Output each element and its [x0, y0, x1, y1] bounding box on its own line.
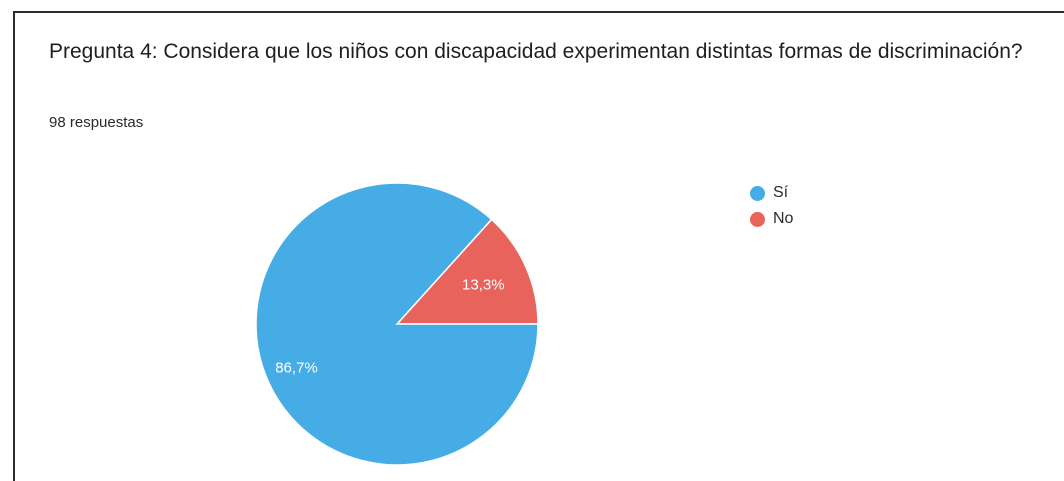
pie-slice-no[interactable]: [395, 218, 539, 325]
legend-swatch-si: [750, 185, 765, 201]
legend-label-no: No: [773, 210, 794, 227]
legend: Sí No: [750, 180, 793, 232]
legend-swatch-no: [750, 211, 765, 227]
pie-label-no: 13,3%: [462, 277, 505, 294]
response-count: 98 respuestas: [49, 114, 144, 131]
legend-label-si: Sí: [773, 184, 789, 201]
legend-item-no[interactable]: No: [750, 206, 793, 232]
pie-label-si: 86,7%: [275, 360, 318, 377]
chart-card: [13, 11, 1064, 481]
pie-slice-si[interactable]: [255, 182, 539, 466]
legend-item-si[interactable]: Sí: [750, 180, 793, 206]
chart-title: Pregunta 4: Considera que los niños con …: [49, 40, 1023, 63]
